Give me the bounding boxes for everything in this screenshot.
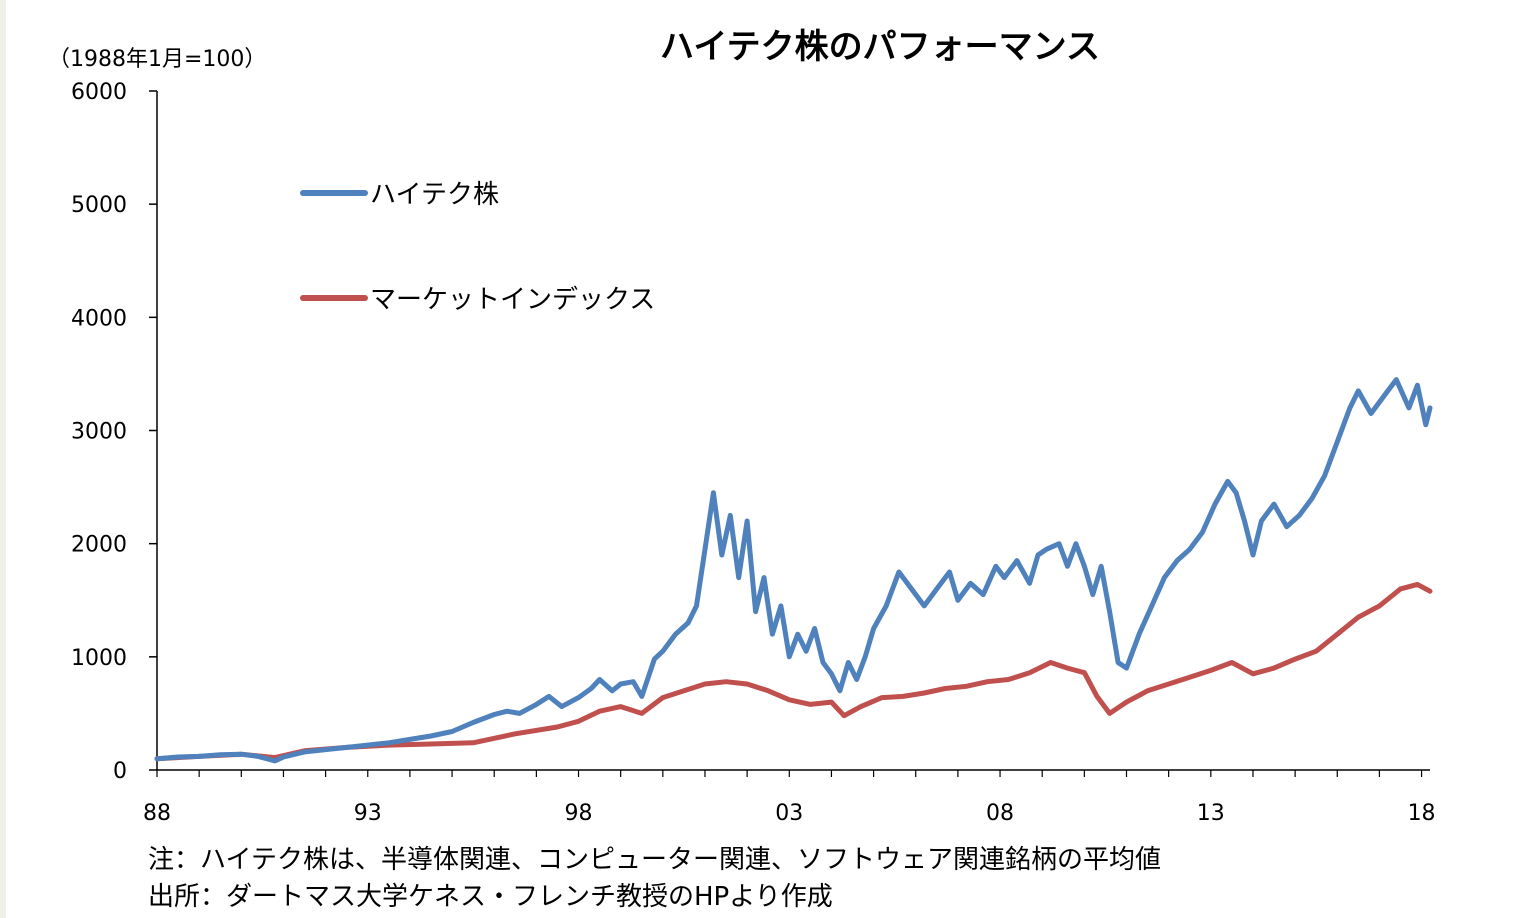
- x-axis-ticks: 88 93 98 03 08 13 18: [143, 770, 1436, 826]
- y-tick-label: 1000: [71, 646, 127, 671]
- y-tick-label: 0: [113, 759, 127, 784]
- market-index-line: [154, 581, 1433, 762]
- series-lines: [154, 377, 1433, 764]
- x-tick-label: 18: [1408, 801, 1436, 826]
- x-tick-label: 93: [354, 801, 382, 826]
- x-tick-label: 13: [1197, 801, 1225, 826]
- y-tick-label: 2000: [71, 533, 127, 558]
- legend-label: ハイテク株: [370, 180, 499, 210]
- left-edge-strip: [0, 0, 6, 918]
- y-tick-label: 3000: [71, 420, 127, 445]
- y-axis-ticks: 0 1000 2000 3000 4000 5000 6000: [71, 80, 157, 784]
- legend-label: マーケットインデックス: [370, 285, 655, 315]
- x-tick-label: 98: [565, 801, 593, 826]
- hightech-stocks-line: [154, 377, 1433, 764]
- note-line-1: 注：ハイテク株は、半導体関連、コンピューター関連、ソフトウェア関連銘柄の平均値: [148, 845, 1161, 875]
- x-tick-label: 08: [986, 801, 1014, 826]
- x-tick-label: 88: [143, 801, 171, 826]
- y-tick-label: 6000: [71, 80, 127, 105]
- y-tick-label: 4000: [71, 306, 127, 331]
- x-tick-label: 03: [775, 801, 803, 826]
- chart-title: ハイテク株のパフォーマンス: [660, 27, 1100, 67]
- y-tick-label: 5000: [71, 193, 127, 218]
- note-line-2: 出所：ダートマス大学ケネス・フレンチ教授のHPより作成: [148, 882, 833, 912]
- unit-note: （1988年1月=100）: [48, 47, 266, 72]
